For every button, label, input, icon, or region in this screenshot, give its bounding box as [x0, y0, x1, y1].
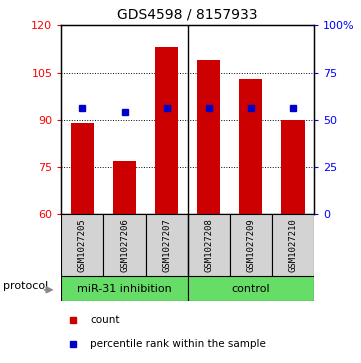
Text: miR-31 inhibition: miR-31 inhibition: [77, 284, 172, 294]
Bar: [282, 120, 305, 214]
Bar: [113, 161, 136, 214]
Bar: [145, 214, 188, 276]
Bar: [230, 214, 272, 276]
Text: percentile rank within the sample: percentile rank within the sample: [90, 339, 266, 349]
Bar: [71, 123, 94, 214]
Text: protocol: protocol: [3, 281, 48, 291]
Text: control: control: [232, 284, 270, 294]
Bar: [197, 60, 220, 214]
Bar: [61, 276, 188, 301]
Bar: [155, 48, 178, 214]
Bar: [104, 214, 145, 276]
Text: GSM1027207: GSM1027207: [162, 218, 171, 272]
Text: GSM1027205: GSM1027205: [78, 218, 87, 272]
Bar: [188, 214, 230, 276]
Bar: [239, 79, 262, 214]
Title: GDS4598 / 8157933: GDS4598 / 8157933: [117, 8, 258, 21]
Bar: [188, 276, 314, 301]
Text: GSM1027209: GSM1027209: [247, 218, 255, 272]
Bar: [61, 214, 104, 276]
Text: GSM1027208: GSM1027208: [204, 218, 213, 272]
Bar: [272, 214, 314, 276]
Text: GSM1027206: GSM1027206: [120, 218, 129, 272]
Text: count: count: [90, 315, 120, 325]
Text: GSM1027210: GSM1027210: [288, 218, 297, 272]
